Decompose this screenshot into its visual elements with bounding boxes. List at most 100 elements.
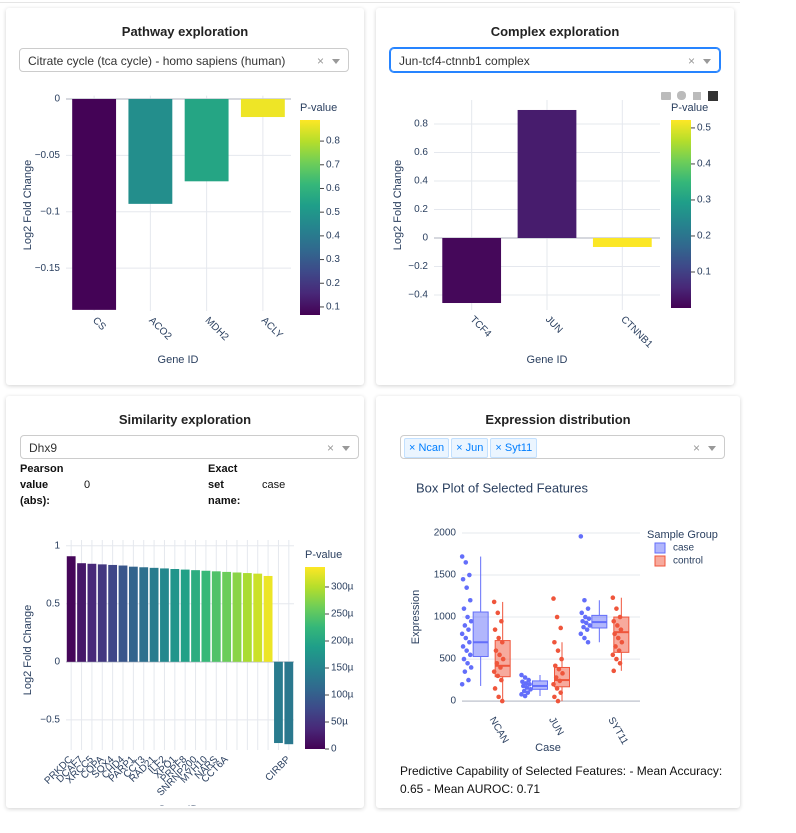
bar bbox=[66, 556, 76, 662]
tag[interactable]: × Ncan bbox=[404, 438, 450, 458]
colorbar-tick-label: 0.7 bbox=[326, 159, 340, 170]
point bbox=[492, 686, 498, 691]
field-value: case bbox=[262, 479, 286, 491]
point bbox=[578, 631, 584, 637]
tag[interactable]: × Syt11 bbox=[490, 438, 538, 458]
bar bbox=[72, 98, 117, 310]
y-tick-label: 0 bbox=[422, 233, 428, 244]
point bbox=[551, 681, 556, 687]
bar bbox=[222, 571, 232, 662]
bar bbox=[191, 570, 200, 662]
colorbar-tick-label: 200µ bbox=[331, 636, 354, 647]
point bbox=[468, 665, 474, 670]
point bbox=[464, 585, 469, 590]
x-tick-label: NCAN bbox=[487, 715, 511, 745]
bar bbox=[263, 575, 273, 662]
x-axis-title: Gene ID bbox=[158, 804, 199, 808]
point bbox=[528, 687, 533, 692]
point bbox=[555, 648, 561, 653]
y-tick-label: 1 bbox=[54, 540, 60, 551]
top-rule bbox=[0, 2, 740, 3]
dropdown[interactable]: Jun-tcf4-ctnnb1 complex × bbox=[390, 48, 720, 72]
point bbox=[582, 597, 587, 603]
tag[interactable]: × Jun bbox=[451, 438, 489, 458]
point bbox=[527, 681, 532, 687]
dropdown[interactable]: Citrate cycle (tca cycle) - homo sapiens… bbox=[19, 48, 349, 72]
point bbox=[617, 660, 623, 666]
point bbox=[461, 606, 467, 611]
point bbox=[499, 618, 504, 624]
x-tick-label: JUN bbox=[546, 715, 565, 737]
x-tick-label: ACO2 bbox=[146, 315, 173, 342]
y-axis-title: Log2 Fold Change bbox=[392, 160, 404, 251]
field-label: Exact set name: bbox=[208, 463, 241, 507]
x-axis-title: Gene ID bbox=[158, 354, 199, 366]
chart: 0 500 1000 1500 2000 Expression Case Box Plot o… bbox=[410, 480, 718, 753]
y-tick-label: −0.2 bbox=[408, 261, 428, 272]
point bbox=[467, 652, 473, 658]
point bbox=[584, 627, 590, 632]
y-tick-label: 1000 bbox=[434, 612, 457, 623]
colorbar-tick-label: 250µ bbox=[331, 609, 354, 620]
x-tick-label: SYT11 bbox=[605, 715, 630, 747]
point bbox=[493, 648, 499, 653]
point bbox=[583, 620, 589, 626]
field-label: Pearson value (abs): bbox=[20, 463, 64, 507]
point bbox=[463, 560, 469, 565]
charts: 0 −0.05 −0.1 −0.15 Log2 Fold Change Gene ID CS… bbox=[22, 91, 718, 808]
point bbox=[500, 656, 506, 662]
colorbar-tick-label: 0.1 bbox=[326, 302, 340, 313]
colorbar-tick-label: 0.6 bbox=[326, 183, 340, 194]
point bbox=[466, 677, 471, 683]
point bbox=[616, 648, 622, 653]
bar bbox=[149, 567, 159, 662]
x-tick-label: CTNNB1 bbox=[618, 314, 654, 350]
x-axis-title: Gene ID bbox=[527, 354, 568, 366]
point bbox=[610, 652, 616, 658]
point bbox=[558, 690, 563, 695]
x-tick-label: CS bbox=[90, 315, 108, 333]
y-tick-label: 0.6 bbox=[414, 147, 428, 158]
point bbox=[556, 666, 562, 672]
y-tick-label: 0 bbox=[450, 696, 456, 707]
y-tick-label: −0.5 bbox=[40, 714, 60, 725]
colorbar bbox=[305, 567, 325, 749]
bar bbox=[242, 573, 252, 662]
point bbox=[467, 639, 472, 645]
point bbox=[552, 694, 557, 700]
x-axis-title: Case bbox=[535, 742, 561, 754]
multi-select[interactable]: × Ncan × Jun × Syt11 × bbox=[400, 435, 725, 459]
legend-label: case bbox=[673, 543, 695, 554]
y-tick-label: 500 bbox=[439, 654, 456, 665]
y-tick-label: 0.8 bbox=[414, 119, 428, 130]
y-tick-label: 1500 bbox=[434, 570, 457, 581]
chart: 0 −0.05 −0.1 −0.15 Log2 Fold Change Gene ID CS… bbox=[22, 94, 340, 366]
bar bbox=[170, 569, 180, 662]
point bbox=[499, 698, 505, 704]
colorbar-title: P-value bbox=[305, 549, 342, 561]
panel: Expression distribution bbox=[376, 396, 740, 808]
panel-title: Expression distribution bbox=[485, 412, 631, 427]
point bbox=[498, 665, 503, 670]
bar bbox=[442, 238, 502, 304]
colorbar-tick-label: 0.5 bbox=[697, 123, 711, 134]
x-tick-label: MDH2 bbox=[203, 315, 231, 343]
field-value: 0 bbox=[84, 479, 91, 491]
point bbox=[519, 672, 524, 678]
point bbox=[583, 614, 588, 620]
point bbox=[459, 554, 465, 559]
dropdown[interactable]: Dhx9 × bbox=[20, 435, 359, 459]
point bbox=[579, 610, 585, 616]
point bbox=[581, 624, 586, 630]
bar bbox=[139, 567, 149, 662]
point bbox=[521, 683, 526, 689]
point bbox=[460, 644, 466, 649]
point bbox=[615, 623, 620, 628]
point bbox=[495, 610, 501, 616]
point bbox=[459, 681, 465, 687]
legend-swatch bbox=[654, 555, 666, 567]
y-tick-label: −0.05 bbox=[35, 150, 61, 161]
modebar[interactable] bbox=[661, 91, 718, 101]
point bbox=[496, 635, 501, 641]
